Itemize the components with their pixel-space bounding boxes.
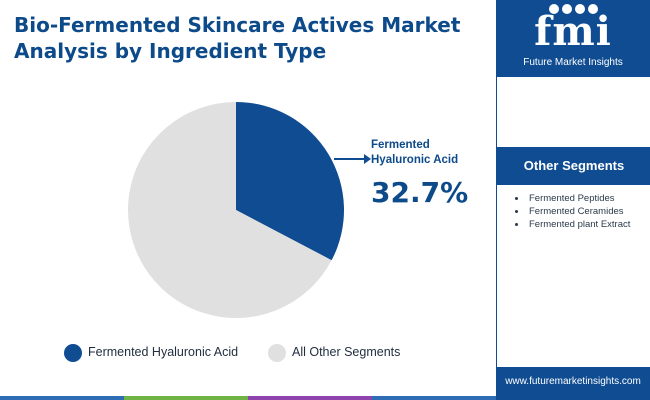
callout-label: Fermented Hyaluronic Acid: [371, 139, 459, 166]
other-segments-panel: Other Segments Fermented Peptides Fermen…: [496, 77, 650, 367]
fmi-logo: fmi Future Market Insights: [496, 0, 650, 76]
callout-value: 32.7%: [371, 176, 469, 209]
legend-swatch: [268, 344, 286, 362]
page-title: Bio-Fermented Skincare Actives Market An…: [14, 13, 461, 63]
other-segments-list: Fermented Peptides Fermented Ceramides F…: [511, 192, 647, 231]
sidebar: fmi Future Market Insights Other Segment…: [496, 0, 650, 400]
website-link[interactable]: www.futuremarketinsights.com: [505, 376, 641, 387]
legend-label: Fermented Hyaluronic Acid: [88, 345, 239, 359]
callout-arrow: [334, 154, 371, 164]
legend-label: All Other Segments: [292, 345, 401, 359]
logo-wordmark: fmi: [534, 8, 612, 55]
list-item: Fermented Peptides: [511, 192, 647, 205]
pie-slice-all-other-segments: [128, 102, 332, 318]
logo-subtitle: Future Market Insights: [523, 57, 623, 68]
footer-stripe: [0, 396, 496, 400]
list-item: Fermented plant Extract: [511, 218, 647, 231]
list-item: Fermented Ceramides: [511, 205, 647, 218]
pie-slice-fermented-hyaluronic-acid: [236, 102, 345, 261]
other-segments-heading: Other Segments: [497, 147, 650, 185]
legend-swatch: [64, 344, 82, 362]
pie-chart: [128, 102, 371, 318]
logo-icons: [549, 4, 598, 14]
